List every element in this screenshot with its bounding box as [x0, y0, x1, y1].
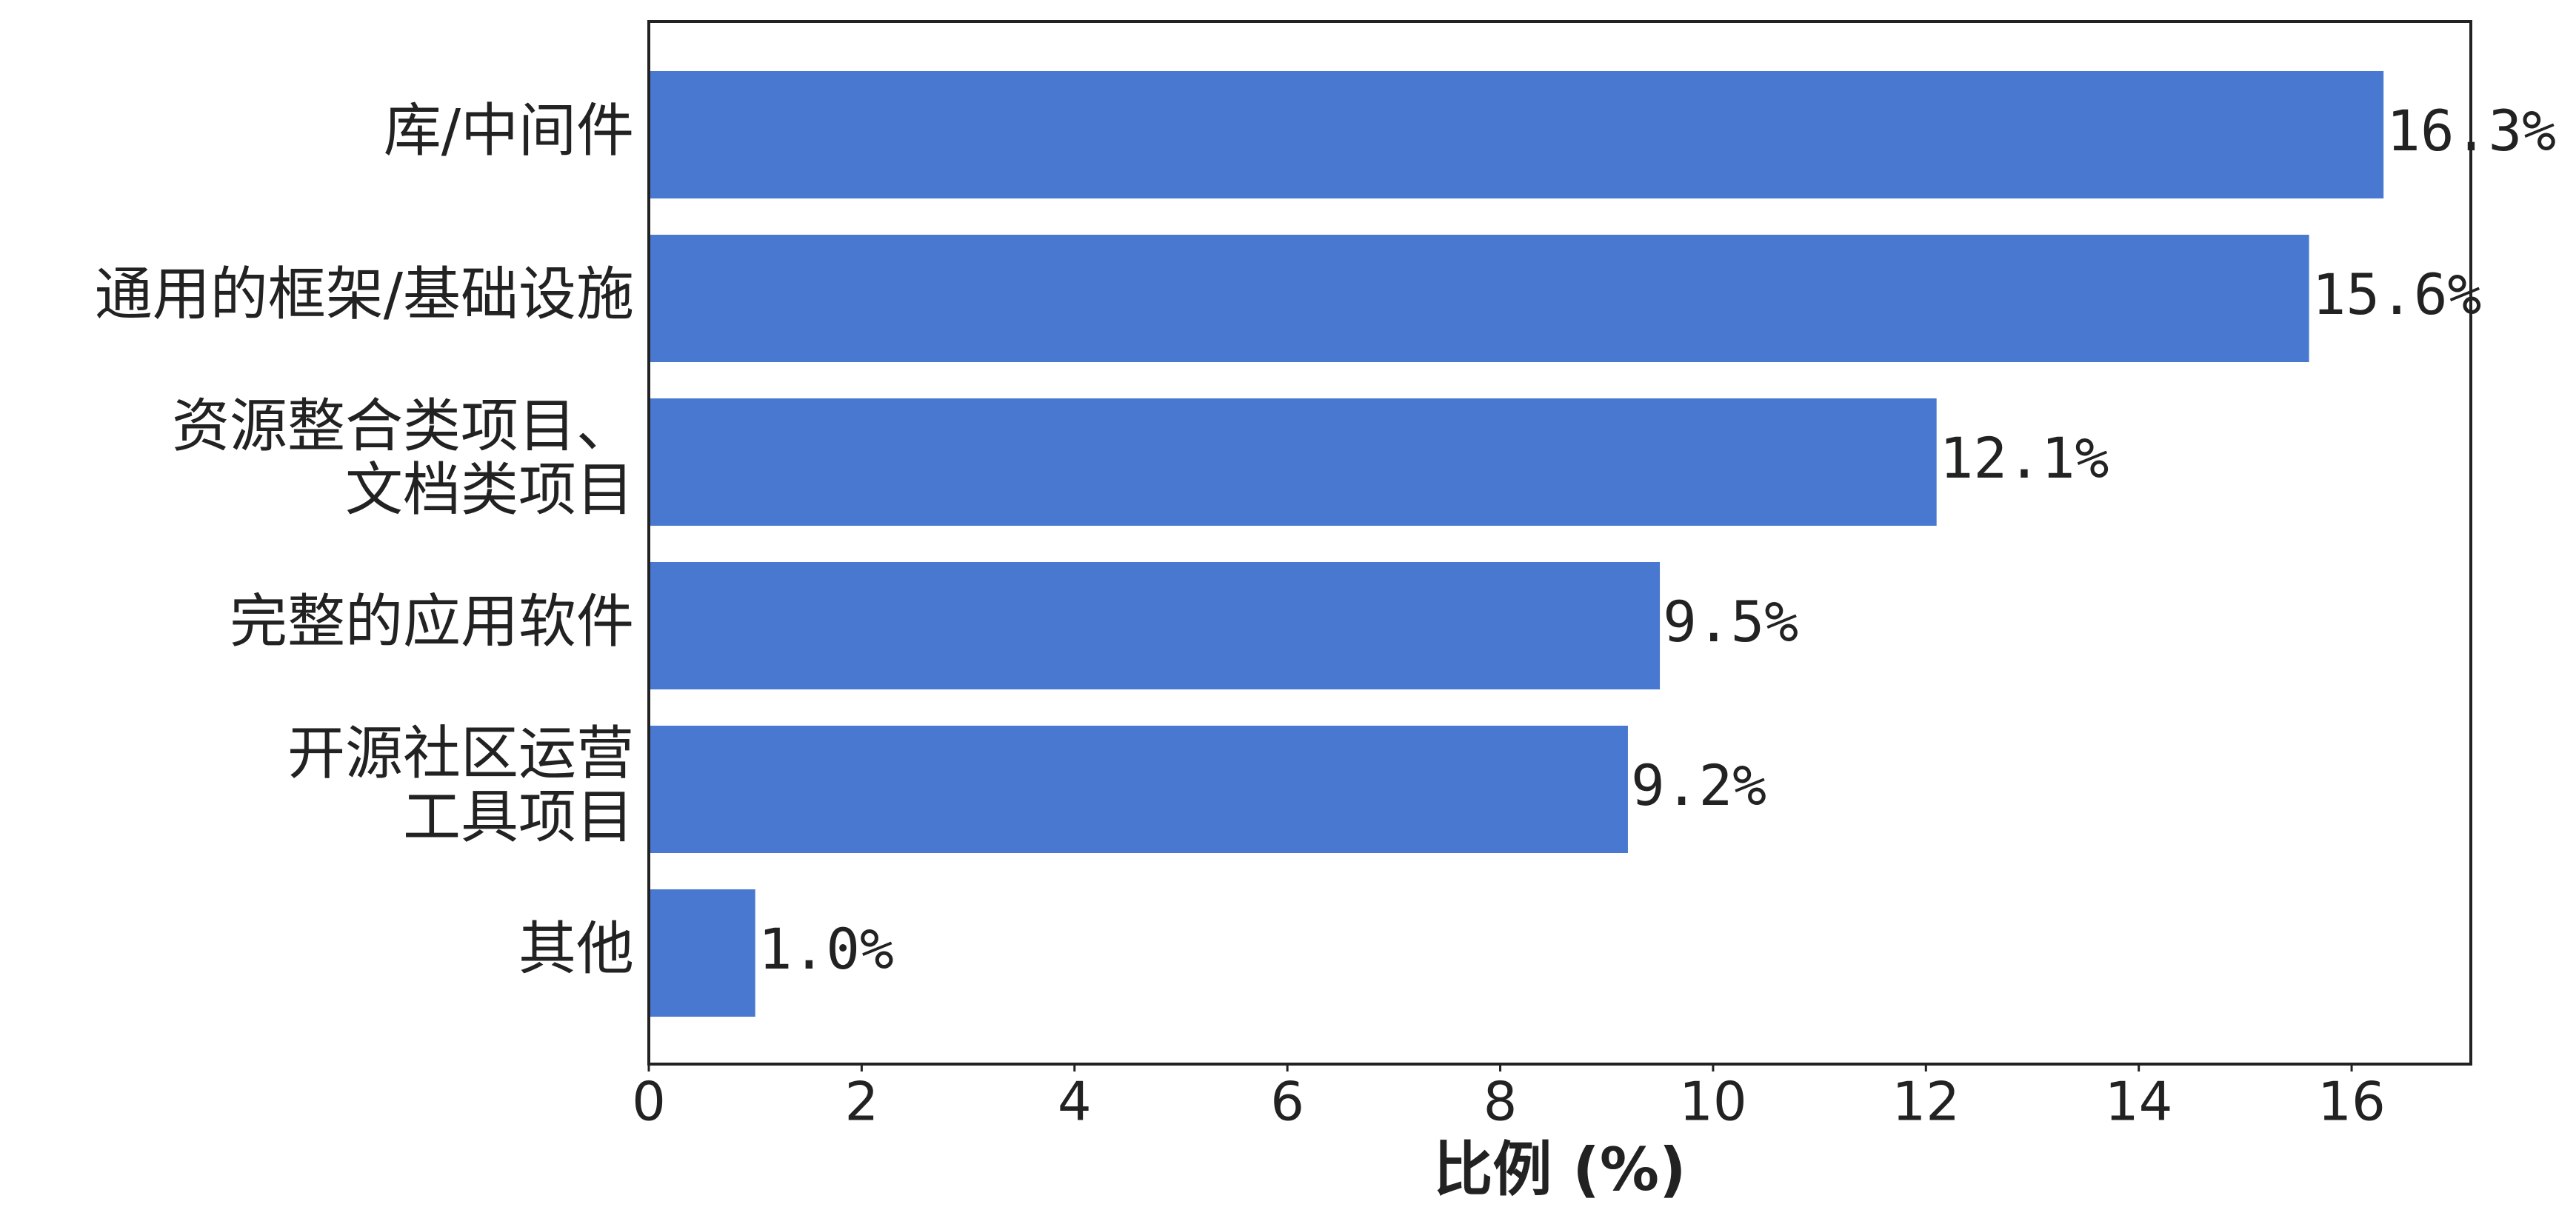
y-tick-label: 库/中间件	[384, 98, 634, 164]
value-label: 1.0%	[758, 916, 894, 982]
value-label: 9.2%	[1631, 752, 1766, 818]
y-tick-label: 通用的框架/基础设施	[95, 261, 634, 328]
x-tick-label: 8	[1484, 1071, 1518, 1133]
bar	[649, 562, 1661, 689]
x-tick-label: 16	[2318, 1071, 2386, 1133]
x-tick-label: 14	[2105, 1071, 2173, 1133]
x-tick-label: 10	[1679, 1071, 1747, 1133]
plot-frame	[647, 20, 2472, 1066]
bar	[649, 889, 755, 1017]
x-tick-label: 2	[844, 1071, 878, 1133]
x-tick-label: 12	[1892, 1071, 1960, 1133]
x-tick-label: 0	[632, 1071, 666, 1133]
value-label: 12.1%	[1940, 425, 2109, 491]
x-axis-label: 比例 (%)	[1433, 1135, 1686, 1204]
y-tick-label: 其他	[518, 916, 634, 983]
value-label: 9.5%	[1663, 589, 1798, 655]
y-tick-label: 开源社区运营工具项目	[287, 721, 634, 851]
bar	[649, 726, 1628, 853]
x-tick-label: 4	[1058, 1071, 1092, 1133]
bar	[649, 71, 2384, 198]
x-tick-label: 6	[1270, 1071, 1304, 1133]
bar	[649, 235, 2309, 362]
y-tick-label: 资源整合类项目、文档类项目	[172, 393, 634, 524]
value-label: 15.6%	[2312, 261, 2482, 327]
y-tick-label: 完整的应用软件	[230, 589, 634, 655]
bar	[649, 398, 1937, 526]
